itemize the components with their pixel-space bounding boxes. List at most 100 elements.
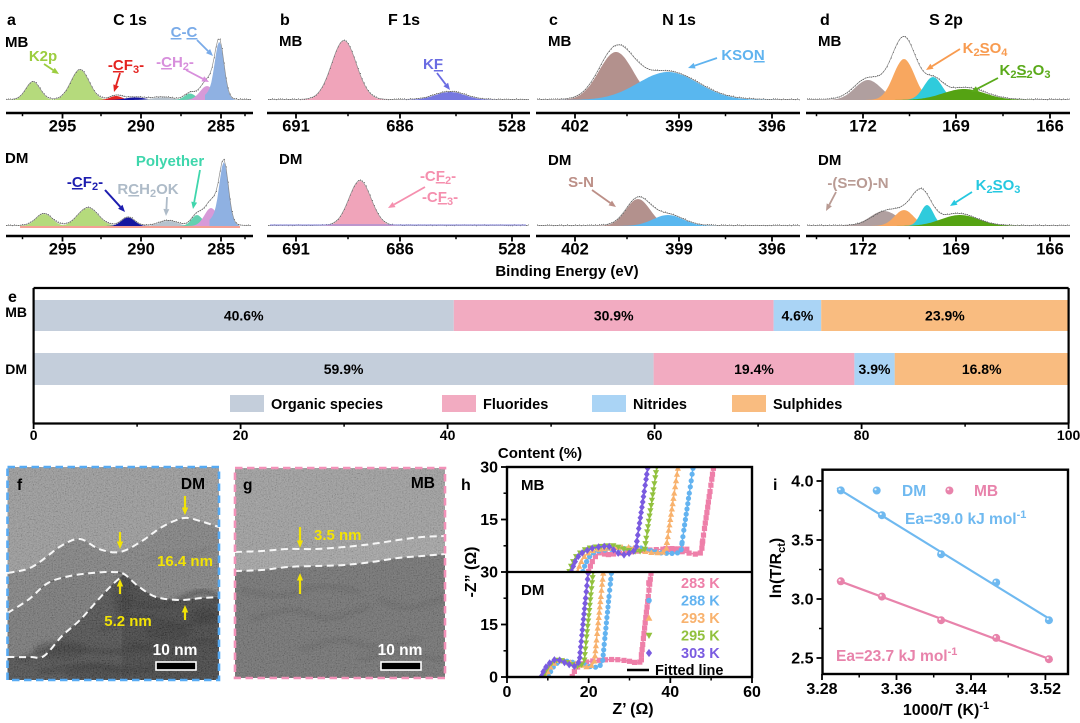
svg-text:Ea=23.7 kJ mol-1: Ea=23.7 kJ mol-1 [836,646,957,665]
svg-text:16.8%: 16.8% [962,361,1002,377]
svg-text:686: 686 [386,118,414,136]
svg-text:KSON: KSON [721,47,764,64]
svg-text:Polyether: Polyether [136,153,205,170]
svg-text:Content (%): Content (%) [498,445,582,462]
svg-text:399: 399 [665,241,693,259]
svg-text:60: 60 [647,427,663,443]
svg-text:5.2 nm: 5.2 nm [104,613,152,630]
svg-text:691: 691 [282,118,310,136]
svg-text:30: 30 [480,460,498,477]
svg-text:DM: DM [5,361,27,377]
svg-text:MB: MB [411,475,435,492]
svg-text:-CF3-: -CF3- [108,57,144,76]
svg-text:19.4%: 19.4% [734,361,774,377]
svg-text:MB: MB [521,477,544,494]
svg-text:40: 40 [440,427,456,443]
svg-text:K2S2O3: K2S2O3 [1000,62,1051,81]
svg-text:Binding Energy (eV): Binding Energy (eV) [495,263,638,280]
svg-text:295: 295 [49,118,77,136]
svg-text:396: 396 [758,118,786,136]
svg-text:40: 40 [661,684,679,701]
svg-text:3.5 nm: 3.5 nm [314,527,362,544]
svg-text:59.9%: 59.9% [324,361,364,377]
svg-text:293 K: 293 K [681,611,720,627]
svg-text:3.44: 3.44 [955,681,986,698]
svg-text:g: g [243,477,252,494]
svg-text:3.28: 3.28 [806,681,837,698]
svg-text:686: 686 [386,241,414,259]
svg-text:3.52: 3.52 [1030,681,1061,698]
svg-text:20: 20 [233,427,249,443]
svg-text:290: 290 [127,118,155,136]
svg-text:166: 166 [1036,241,1064,259]
svg-text:S-N: S-N [568,174,594,191]
svg-text:f: f [17,477,23,494]
svg-text:MB: MB [974,483,998,500]
svg-text:288 K: 288 K [681,594,720,610]
svg-text:K2p: K2p [29,48,57,65]
svg-text:Organic species: Organic species [271,397,383,413]
svg-text:10 nm: 10 nm [378,642,423,659]
svg-text:283 K: 283 K [681,576,720,592]
svg-text:h: h [461,477,471,494]
svg-text:0: 0 [489,670,498,687]
svg-text:DM: DM [902,483,926,500]
svg-text:396: 396 [758,241,786,259]
svg-text:15: 15 [480,512,498,529]
svg-text:166: 166 [1036,118,1064,136]
svg-text:KF: KF [423,56,443,73]
svg-text:K2SO3: K2SO3 [976,177,1021,196]
svg-text:3.5: 3.5 [791,533,813,550]
svg-text:30: 30 [480,565,498,582]
svg-text:i: i [773,477,777,494]
svg-text:Sulphides: Sulphides [773,397,842,413]
svg-text:528: 528 [498,241,526,259]
svg-text:295: 295 [49,241,77,259]
svg-text:F 1s: F 1s [388,12,420,29]
svg-text:Fitted line: Fitted line [655,663,723,679]
svg-text:-CF3-: -CF3- [422,189,458,208]
svg-text:-CF2-: -CF2- [67,174,103,193]
svg-text:20: 20 [580,684,598,701]
svg-text:b: b [280,12,290,29]
svg-text:0: 0 [30,427,38,443]
svg-text:16.4 nm: 16.4 nm [157,553,213,570]
svg-text:100: 100 [1057,427,1080,443]
svg-text:C-C: C-C [171,24,198,41]
svg-text:c: c [549,12,558,29]
svg-text:172: 172 [849,118,877,136]
svg-text:285: 285 [207,241,235,259]
svg-text:172: 172 [849,241,877,259]
svg-text:S 2p: S 2p [929,12,963,29]
svg-text:3.0: 3.0 [791,592,813,609]
svg-text:MB: MB [818,33,841,50]
svg-text:169: 169 [942,241,970,259]
svg-text:40.6%: 40.6% [224,308,264,324]
svg-text:3.9%: 3.9% [859,361,891,377]
svg-text:DM: DM [548,152,571,169]
svg-text:Fluorides: Fluorides [483,397,548,413]
svg-text:303 K: 303 K [681,646,720,662]
svg-text:4.6%: 4.6% [781,308,813,324]
svg-text:a: a [7,12,16,29]
svg-text:10 nm: 10 nm [153,642,198,659]
svg-text:2.5: 2.5 [791,651,813,668]
svg-text:399: 399 [665,118,693,136]
svg-text:295 K: 295 K [681,629,720,645]
svg-text:-CF2-: -CF2- [420,168,456,187]
svg-text:528: 528 [498,118,526,136]
svg-text:30.9%: 30.9% [594,308,634,324]
svg-text:3.36: 3.36 [881,681,912,698]
svg-text:DM: DM [5,150,28,167]
svg-text:691: 691 [282,241,310,259]
svg-text:RCH2OK: RCH2OK [117,181,178,200]
svg-text:-(S=O)-N: -(S=O)-N [827,175,888,192]
svg-text:MB: MB [279,33,302,50]
svg-text:1000/T (K)-1: 1000/T (K)-1 [903,700,989,719]
svg-text:e: e [8,289,17,306]
svg-text:4.0: 4.0 [791,474,813,491]
svg-text:C 1s: C 1s [113,12,147,29]
svg-text:MB: MB [5,304,27,320]
svg-text:DM: DM [181,476,205,493]
svg-text:N 1s: N 1s [662,12,696,29]
